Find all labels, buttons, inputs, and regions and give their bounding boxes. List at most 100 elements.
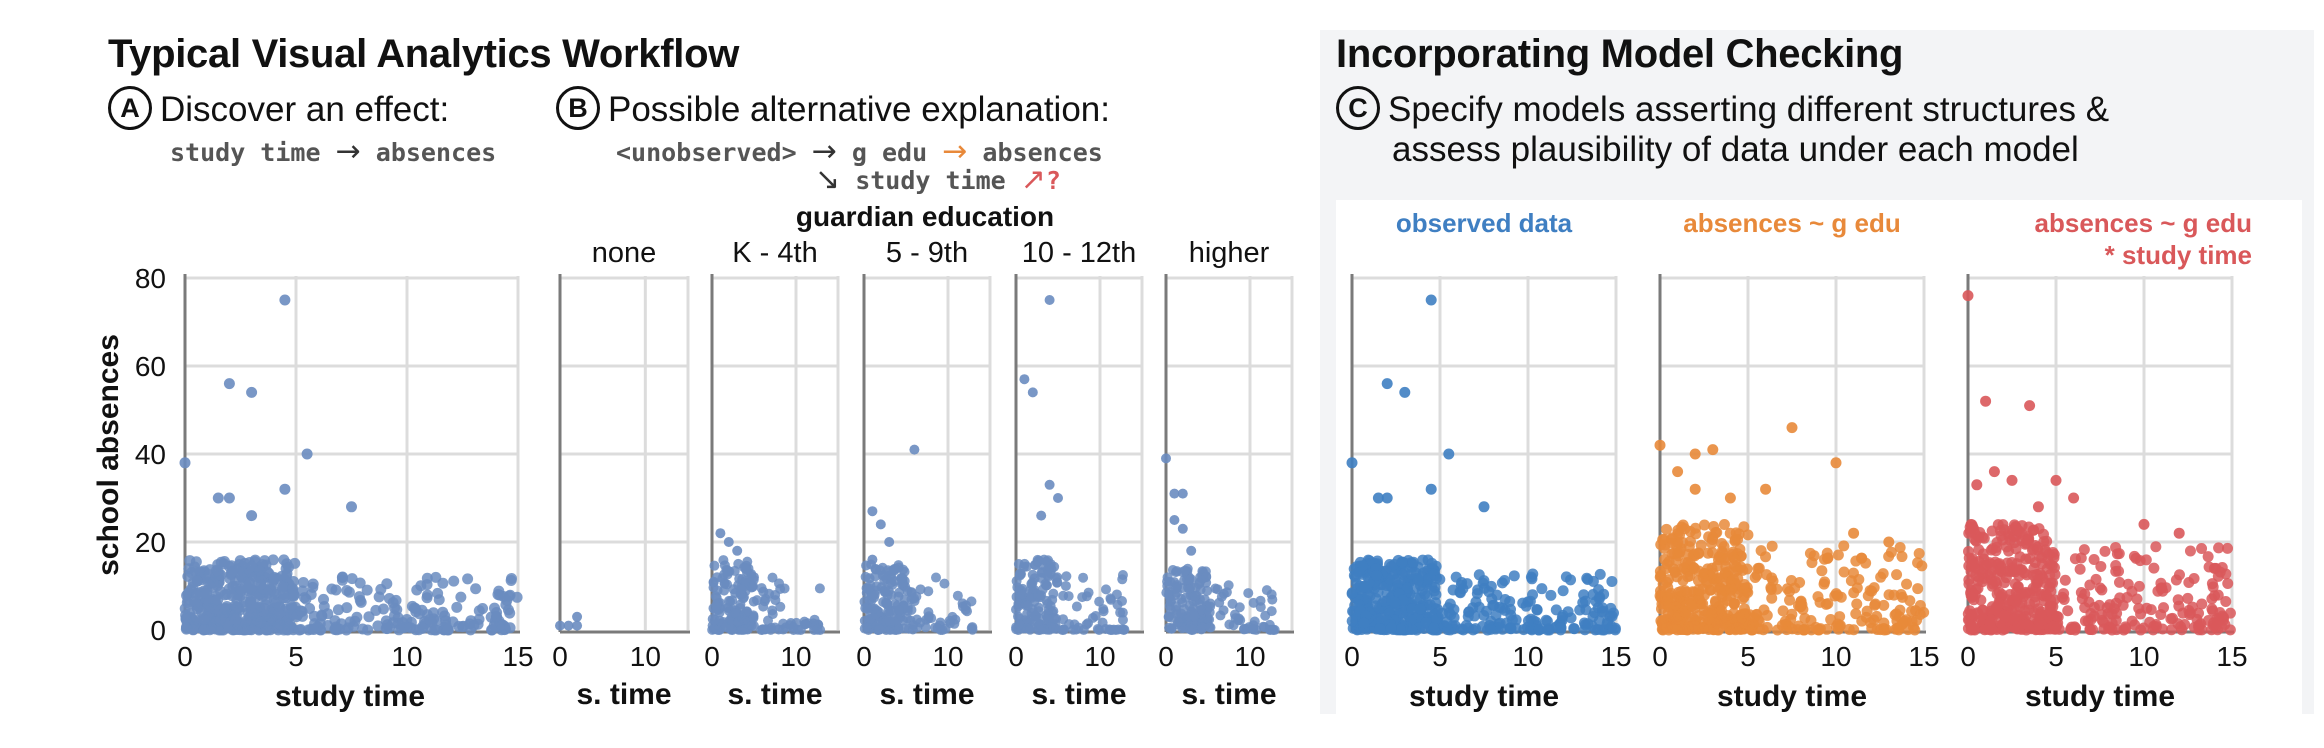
data-point <box>2188 621 2200 633</box>
data-point <box>1710 595 1722 607</box>
data-point <box>2069 553 2081 565</box>
data-point <box>2020 586 2032 598</box>
data-point <box>1044 295 1055 305</box>
facet-label: 5 - 9th <box>886 237 968 269</box>
data-point <box>1662 607 1674 619</box>
data-point <box>2023 604 2035 616</box>
data-point <box>2196 542 2208 554</box>
y-tick-label: 40 <box>135 439 166 470</box>
data-point <box>1901 578 1913 590</box>
data-point <box>1703 613 1715 625</box>
data-point <box>198 624 210 636</box>
data-point <box>1871 610 1883 622</box>
data-point <box>1071 601 1082 612</box>
data-point <box>1039 554 1050 565</box>
data-point <box>2095 560 2107 572</box>
x-tick-label: 10 <box>2128 641 2159 672</box>
data-point <box>1218 605 1229 616</box>
data-point <box>355 596 367 608</box>
data-point <box>1101 584 1112 595</box>
x-tick-label: 5 <box>288 641 304 672</box>
data-point <box>1732 573 1744 585</box>
data-point <box>2155 582 2167 594</box>
data-point <box>1394 623 1406 635</box>
data-point <box>1461 578 1473 590</box>
data-point <box>276 582 288 594</box>
data-point <box>1878 599 1890 611</box>
data-point <box>1525 571 1537 583</box>
data-point <box>1354 556 1366 568</box>
data-point <box>1177 488 1188 499</box>
data-point <box>260 624 272 636</box>
data-point <box>1248 624 1259 635</box>
step-b-code-line2: ↘ study time ↗? <box>815 162 1061 197</box>
question-mark: ? <box>1045 166 1061 195</box>
data-point <box>2028 524 2040 536</box>
data-point <box>504 622 516 634</box>
data-point <box>2024 400 2036 412</box>
data-point <box>1871 624 1883 636</box>
x-tick-label: 5 <box>2048 641 2064 672</box>
orange-arrow-icon: → <box>942 134 968 169</box>
data-point <box>1517 597 1529 609</box>
data-point <box>297 585 309 597</box>
data-point <box>262 566 274 578</box>
data-point <box>1381 492 1393 504</box>
data-point <box>1689 620 1701 632</box>
data-point <box>1469 623 1481 635</box>
x-axis-label: s. time <box>879 678 974 711</box>
data-point <box>1027 387 1038 398</box>
data-point <box>1036 510 1047 521</box>
data-point <box>1912 583 1924 595</box>
data-point <box>1399 386 1411 398</box>
data-point <box>2202 614 2214 626</box>
data-point <box>187 624 199 636</box>
x-tick-label: 15 <box>1908 641 1939 672</box>
x-axis-label: s. time <box>1031 678 1126 711</box>
data-point <box>1234 602 1245 613</box>
data-point <box>1963 574 1975 586</box>
data-point <box>2056 591 2068 603</box>
data-point <box>1703 531 1715 543</box>
data-point <box>1441 616 1453 628</box>
arrow-icon: → <box>811 134 837 169</box>
data-point <box>870 609 881 620</box>
data-point <box>372 620 384 632</box>
data-point <box>2184 609 2196 621</box>
data-point <box>2032 501 2044 513</box>
data-point <box>961 600 972 611</box>
data-point <box>1266 589 1277 600</box>
data-point <box>1060 580 1071 591</box>
facet-label: 10 - 12th <box>1022 237 1136 269</box>
data-point <box>2133 580 2145 592</box>
data-point <box>2150 541 2162 553</box>
data-point <box>500 599 512 611</box>
data-point <box>227 581 239 593</box>
data-point <box>723 537 734 547</box>
data-point <box>1058 590 1069 601</box>
data-point <box>2128 550 2140 562</box>
data-point <box>903 623 914 634</box>
data-point <box>1061 571 1072 582</box>
data-point <box>1471 588 1483 600</box>
model-panel-title: absences ~ g edu <box>1683 208 1900 238</box>
data-point <box>2208 562 2220 574</box>
data-point <box>2048 562 2060 574</box>
data-point <box>2085 613 2097 625</box>
data-point <box>563 620 574 631</box>
data-point <box>2068 492 2080 504</box>
data-point <box>738 593 749 604</box>
code-unobserved: <unobserved> <box>616 138 797 167</box>
data-point <box>885 577 896 588</box>
data-point <box>1771 583 1783 595</box>
data-point <box>2030 575 2042 587</box>
step-a-text: Discover an effect: <box>160 90 450 129</box>
data-point <box>211 580 223 592</box>
data-point <box>223 378 235 390</box>
data-point <box>1582 618 1594 630</box>
data-point <box>1722 594 1734 606</box>
data-point <box>1179 604 1190 615</box>
data-point <box>779 583 790 594</box>
data-point <box>1346 587 1358 599</box>
data-point <box>295 605 307 617</box>
